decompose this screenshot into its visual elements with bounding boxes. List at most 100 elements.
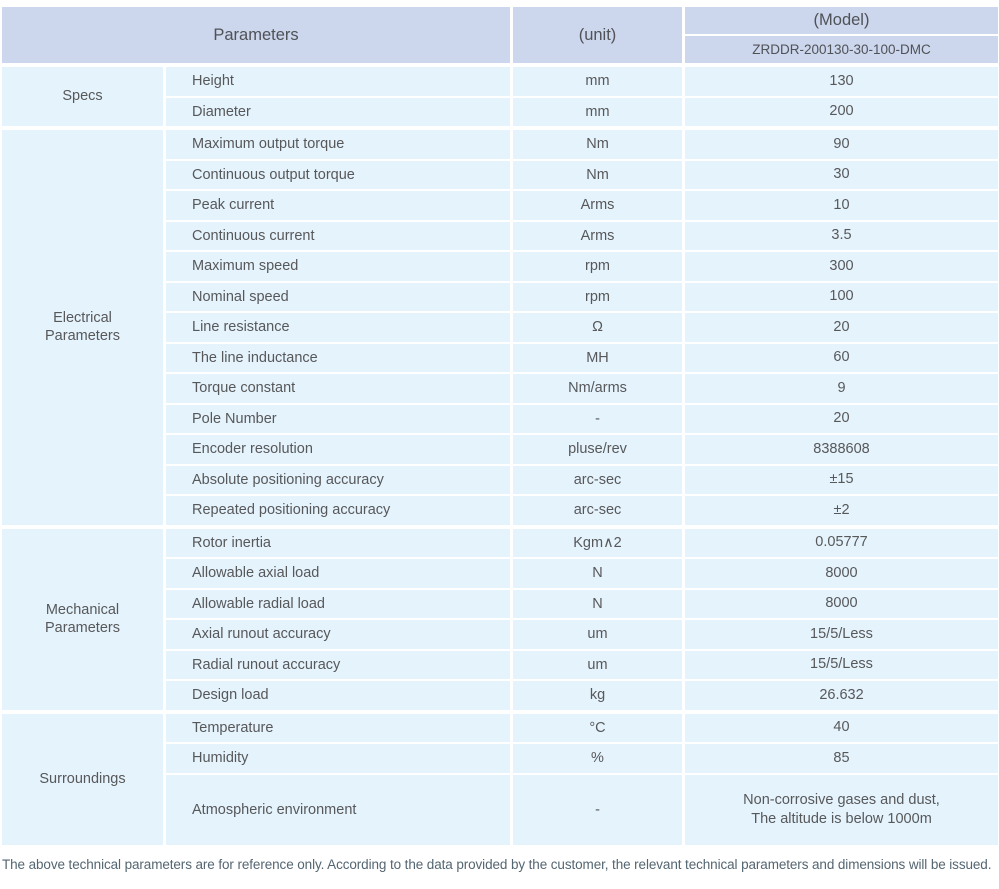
param-cell: Maximum speed bbox=[166, 252, 510, 281]
unit-cell: Ω bbox=[513, 313, 682, 342]
param-cell: Allowable axial load bbox=[166, 559, 510, 588]
section-label: Specs bbox=[2, 67, 163, 126]
param-cell: Allowable radial load bbox=[166, 589, 510, 618]
section-rows: Rotor inertia Kgm∧2 0.05777 Allowable axial… bbox=[166, 528, 998, 710]
section-label: Mechanical Parameters bbox=[2, 528, 163, 710]
unit-cell: arc-sec bbox=[513, 465, 682, 494]
value-cell: 90 bbox=[685, 130, 998, 159]
section-label: Electrical Parameters bbox=[2, 130, 163, 525]
value-cell: 30 bbox=[685, 160, 998, 189]
unit-cell: um bbox=[513, 650, 682, 679]
param-cell: Design load bbox=[166, 681, 510, 710]
value-cell: 100 bbox=[685, 282, 998, 311]
param-cell: Line resistance bbox=[166, 313, 510, 342]
table-row: Encoder resolution pluse/rev 8388608 bbox=[166, 435, 998, 464]
header-model: (Model) ZRDDR-200130-30-100-DMC bbox=[685, 7, 998, 63]
header-model-label: (Model) bbox=[685, 7, 998, 34]
unit-cell: rpm bbox=[513, 252, 682, 281]
value-cell: Non-corrosive gases and dust, The altitu… bbox=[685, 774, 998, 845]
table-row: Height mm 130 bbox=[166, 67, 998, 96]
param-cell: Axial runout accuracy bbox=[166, 620, 510, 649]
param-cell: Maximum output torque bbox=[166, 130, 510, 159]
unit-cell: kg bbox=[513, 681, 682, 710]
table-row: Axial runout accuracy um 15/5/Less bbox=[166, 620, 998, 649]
unit-cell: % bbox=[513, 744, 682, 773]
param-cell: Temperature bbox=[166, 713, 510, 742]
unit-cell: Arms bbox=[513, 191, 682, 220]
value-cell: 40 bbox=[685, 713, 998, 742]
header-unit: (unit) bbox=[513, 7, 682, 63]
value-cell: 300 bbox=[685, 252, 998, 281]
table-row: Atmospheric environment - Non-corrosive ga… bbox=[166, 774, 998, 845]
header-parameters-label: Parameters bbox=[213, 25, 299, 44]
table-row: Diameter mm 200 bbox=[166, 97, 998, 126]
param-cell: Encoder resolution bbox=[166, 435, 510, 464]
value-cell: 20 bbox=[685, 313, 998, 342]
table-row: Rotor inertia Kgm∧2 0.05777 bbox=[166, 528, 998, 557]
section: Mechanical Parameters Rotor inertia Kgm∧2 0… bbox=[2, 528, 998, 710]
param-cell: Height bbox=[166, 67, 510, 96]
unit-cell: MH bbox=[513, 343, 682, 372]
value-cell: 130 bbox=[685, 67, 998, 96]
section-rows: Height mm 130 Diameter mm 200 bbox=[166, 67, 998, 126]
value-cell: 10 bbox=[685, 191, 998, 220]
section: Surroundings Temperature °C 40 Humidity% 85 At… bbox=[2, 713, 998, 845]
table-header: Parameters (unit) (Model) ZRDDR-200130-3… bbox=[2, 7, 998, 63]
unit-cell: N bbox=[513, 589, 682, 618]
section: Electrical Parameters Maximum output torq… bbox=[2, 130, 998, 525]
table-row: The line inductance MH 60 bbox=[166, 343, 998, 372]
unit-cell: Nm bbox=[513, 130, 682, 159]
param-cell: Continuous output torque bbox=[166, 160, 510, 189]
value-cell: 60 bbox=[685, 343, 998, 372]
value-cell: 200 bbox=[685, 97, 998, 126]
param-cell: Pole Number bbox=[166, 404, 510, 433]
value-cell: 26.632 bbox=[685, 681, 998, 710]
param-cell: Diameter bbox=[166, 97, 510, 126]
param-cell: Rotor inertia bbox=[166, 528, 510, 557]
value-cell: 85 bbox=[685, 744, 998, 773]
spec-table: Parameters (unit) (Model) ZRDDR-200130-3… bbox=[2, 7, 998, 845]
table-row: Design load kg 26.632 bbox=[166, 681, 998, 710]
unit-cell: N bbox=[513, 559, 682, 588]
table-row: Temperature °C 40 bbox=[166, 713, 998, 742]
table-row: Peak current Arms 10 bbox=[166, 191, 998, 220]
value-cell: 8000 bbox=[685, 589, 998, 618]
param-cell: Nominal speed bbox=[166, 282, 510, 311]
unit-cell: Kgm∧2 bbox=[513, 528, 682, 557]
table-row: Continuous output torque Nm 30 bbox=[166, 160, 998, 189]
unit-cell: Nm bbox=[513, 160, 682, 189]
param-cell: Humidity bbox=[166, 744, 510, 773]
unit-cell: arc-sec bbox=[513, 496, 682, 525]
table-body: Specs Height mm 130 Diameter mm 200 Electrical … bbox=[2, 67, 998, 845]
param-cell: Continuous current bbox=[166, 221, 510, 250]
param-cell: Torque constant bbox=[166, 374, 510, 403]
param-cell: Peak current bbox=[166, 191, 510, 220]
table-row: Absolute positioning accuracy arc-sec ±15 bbox=[166, 465, 998, 494]
table-row: Continuous current Arms 3.5 bbox=[166, 221, 998, 250]
unit-cell: - bbox=[513, 774, 682, 845]
unit-cell: rpm bbox=[513, 282, 682, 311]
param-cell: Atmospheric environment bbox=[166, 774, 510, 845]
table-row: Maximum output torque Nm 90 bbox=[166, 130, 998, 159]
header-parameters: Parameters bbox=[2, 7, 510, 63]
section-rows: Maximum output torque Nm 90 Continuous outp… bbox=[166, 130, 998, 525]
unit-cell: - bbox=[513, 404, 682, 433]
value-cell: 15/5/Less bbox=[685, 620, 998, 649]
value-cell: ±15 bbox=[685, 465, 998, 494]
section-label: Surroundings bbox=[2, 713, 163, 845]
table-row: Torque constant Nm/arms 9 bbox=[166, 374, 998, 403]
table-row: Repeated positioning accuracy arc-sec ±2 bbox=[166, 496, 998, 525]
value-cell: ±2 bbox=[685, 496, 998, 525]
footnote: The above technical parameters are for r… bbox=[2, 856, 992, 872]
unit-cell: um bbox=[513, 620, 682, 649]
table-row: Pole Number -20 bbox=[166, 404, 998, 433]
value-cell: 9 bbox=[685, 374, 998, 403]
table-row: Nominal speed rpm 100 bbox=[166, 282, 998, 311]
header-unit-label: (unit) bbox=[578, 25, 617, 44]
unit-cell: pluse/rev bbox=[513, 435, 682, 464]
unit-cell: mm bbox=[513, 97, 682, 126]
value-cell: 20 bbox=[685, 404, 998, 433]
param-cell: Radial runout accuracy bbox=[166, 650, 510, 679]
value-cell: 8000 bbox=[685, 559, 998, 588]
table-row: Humidity% 85 bbox=[166, 744, 998, 773]
